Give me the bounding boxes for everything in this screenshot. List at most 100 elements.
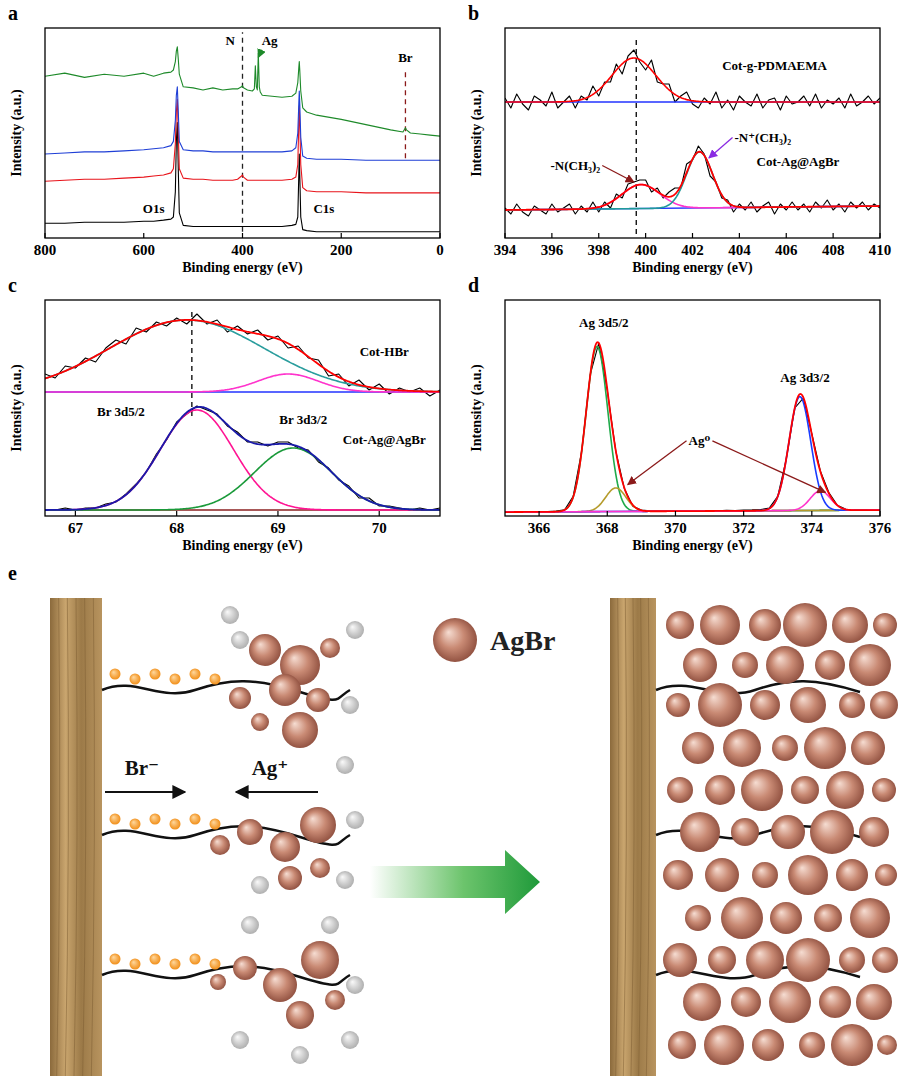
agbr-particle <box>731 818 759 846</box>
agbr-particle <box>783 603 827 647</box>
fit-component <box>505 152 880 210</box>
annotation-arrow <box>602 166 634 183</box>
agbr-particle <box>269 674 301 706</box>
x-tick <box>786 233 787 238</box>
annotation-arrow <box>709 138 733 159</box>
annotation: Ag <box>262 33 278 48</box>
x-tick <box>645 233 646 238</box>
agbr-particle <box>746 941 784 979</box>
panel: 8006004002000Binding energy (eV)Intensit… <box>8 2 444 276</box>
annotation: -N(CH₃)₂ <box>550 158 600 173</box>
agbr-particle <box>300 807 336 843</box>
silver-ion <box>346 976 364 994</box>
agbr-particle <box>870 691 898 719</box>
x-tick-label: 0 <box>436 242 444 258</box>
x-tick-label: 374 <box>801 520 824 536</box>
fiber-grain <box>83 598 86 1076</box>
polymer-chain <box>656 681 860 693</box>
agbr-particle <box>325 990 345 1010</box>
agbr-particle <box>668 1031 696 1059</box>
spectrum <box>45 314 440 396</box>
agbr-particle <box>700 605 740 645</box>
agbr-particle <box>237 819 263 845</box>
reference-line <box>191 308 192 416</box>
diffusion-arrow <box>105 791 185 793</box>
fiber-grain <box>639 598 642 1076</box>
fit-envelope <box>505 152 880 210</box>
silver-ion <box>346 811 364 829</box>
bromide-ion <box>110 954 121 965</box>
x-tick-label: 370 <box>664 520 687 536</box>
agbr-particle <box>849 644 891 686</box>
agbr-particle <box>750 690 780 720</box>
panel-letter: e <box>8 562 17 584</box>
annotation: Cot-g-PDMAEMA <box>722 58 827 73</box>
agbr-particle <box>814 904 842 932</box>
annotation: Ag 3d5/2 <box>579 315 628 330</box>
x-tick <box>143 233 144 238</box>
x-tick <box>607 511 608 516</box>
agbr-particle <box>752 862 778 888</box>
panel: 394396398400402404406408410Binding energ… <box>468 2 891 276</box>
ion-label: Br⁻ <box>125 756 159 780</box>
panel: 366368370372374376Binding energy (eV)Int… <box>468 274 892 554</box>
x-tick-label: 67 <box>68 520 84 536</box>
bromide-ion <box>130 819 141 830</box>
silver-ion <box>231 631 249 649</box>
agbr-particle <box>769 981 811 1023</box>
agbr-particle <box>320 638 340 658</box>
x-tick <box>879 233 880 238</box>
y-axis-title: Intensity (a.u.) <box>9 364 25 452</box>
silver-ion <box>241 916 259 934</box>
x-axis-title: Binding energy (eV) <box>182 260 303 276</box>
x-tick-label: 368 <box>596 520 619 536</box>
x-tick-label: 400 <box>634 242 657 258</box>
agbr-particle <box>721 897 763 939</box>
x-tick-label: 70 <box>372 520 387 536</box>
x-tick <box>879 511 880 516</box>
plot-frame <box>505 300 880 516</box>
x-tick-label: 402 <box>681 242 704 258</box>
agbr-particle <box>683 648 717 682</box>
bromide-ion <box>170 819 181 830</box>
fit-component <box>505 491 880 512</box>
annotation: Br 3d5/2 <box>97 404 145 419</box>
agbr-particle <box>791 776 819 804</box>
bromide-ion <box>190 669 201 680</box>
bromide-ion <box>110 669 121 680</box>
agbr-particle <box>732 652 758 678</box>
plot-frame <box>505 28 880 238</box>
agbr-particle <box>249 634 281 666</box>
annotation: Cot-HBr <box>360 344 409 359</box>
annotation: C1s <box>313 201 334 216</box>
spectrum <box>45 123 440 232</box>
spectrum <box>505 343 880 512</box>
x-tick-label: 68 <box>169 520 184 536</box>
spectrum <box>45 99 440 192</box>
agbr-particle <box>799 1032 825 1058</box>
silver-ion <box>341 1031 359 1049</box>
fit-envelope <box>505 342 880 512</box>
x-tick <box>833 233 834 238</box>
x-tick-label: 69 <box>270 520 285 536</box>
agbr-particle <box>832 607 868 643</box>
x-tick <box>176 511 177 516</box>
agbr-particle <box>859 817 889 847</box>
annotation: -N⁺(CH₃)₂ <box>735 130 792 145</box>
y-axis-title: Intensity (a.u.) <box>469 89 485 177</box>
agbr-particle <box>229 687 251 709</box>
bromide-ion <box>210 959 221 970</box>
x-tick-label: 366 <box>528 520 551 536</box>
silver-ion <box>346 621 364 639</box>
agbr-particle <box>836 859 868 891</box>
annotation-arrow <box>628 441 687 485</box>
fit-component <box>505 347 880 512</box>
agbr-particle <box>278 866 302 890</box>
figure: 8006004002000Binding energy (eV)Intensit… <box>0 0 905 1082</box>
reference-line <box>405 70 406 158</box>
bromide-ion <box>190 814 201 825</box>
x-tick <box>692 233 693 238</box>
x-tick <box>277 511 278 516</box>
x-tick-label: 376 <box>869 520 892 536</box>
reference-line <box>242 32 243 232</box>
